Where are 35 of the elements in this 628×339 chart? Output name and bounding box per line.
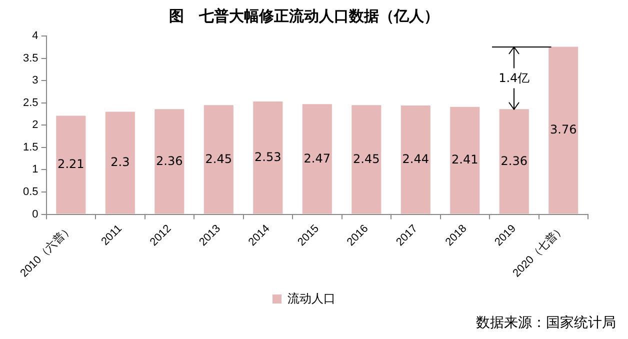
legend-label: 流动人口 [288,291,336,306]
y-tick-label: 4 [32,30,38,42]
data-label: 2.53 [254,150,282,164]
y-tick-label: 1 [32,164,38,176]
bar [56,116,86,214]
annotation: 1.4亿 [498,70,530,85]
bar [548,46,578,214]
bar [352,105,382,214]
bar [204,105,234,214]
y-tick-label: 0 [32,208,38,220]
y-tick-label: 2 [32,119,38,132]
data-label: 2.41 [452,152,478,167]
data-label: 3.76 [550,122,577,137]
bar [154,109,184,214]
data-label: 2.47 [304,151,331,166]
y-tick-label: 0.5 [22,186,38,198]
data-label: 2.21 [58,157,84,172]
y-tick-label: 1.5 [22,141,38,154]
y-tick-label: 2.5 [22,96,38,109]
data-label: 2.36 [500,154,528,168]
data-label: 2.45 [205,152,232,166]
data-label: 2.36 [156,154,183,168]
bar [450,106,480,214]
data-label: 2.45 [353,152,380,166]
bar [253,102,283,214]
bar [302,104,332,214]
source-note: 数据来源：国家统计局 [476,314,616,332]
bar [499,109,529,214]
bar [105,112,135,214]
bar [400,106,430,214]
chart-title: 图 七普大幅修正流动人口数据（亿人） [169,6,439,25]
data-label: 2.44 [402,152,429,166]
y-tick-label: 3 [32,74,38,87]
data-label: 2.3 [110,155,130,170]
y-tick-label: 3.5 [22,52,38,64]
